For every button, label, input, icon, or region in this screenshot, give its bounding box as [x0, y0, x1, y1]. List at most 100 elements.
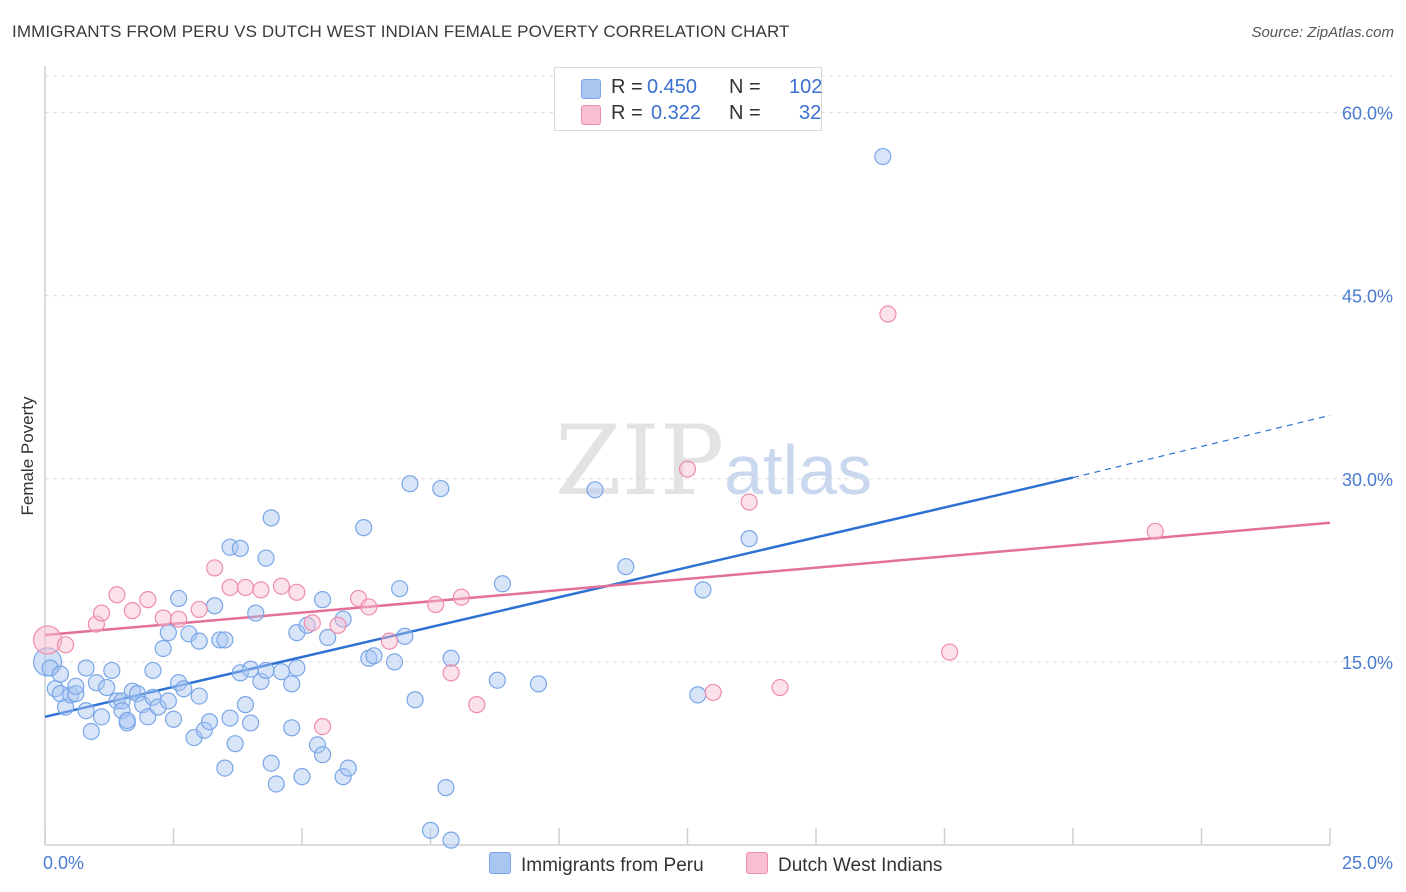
dutch-point: [442, 664, 460, 682]
axes: [44, 66, 1331, 846]
peru-point: [87, 674, 106, 692]
y-tick-label: 45.0%: [1342, 287, 1393, 307]
watermark-atlas: atlas: [724, 431, 873, 509]
dutch-point: [313, 717, 332, 736]
dutch-point: [123, 602, 141, 620]
dutch-point: [190, 600, 208, 619]
peru-point: [401, 475, 419, 493]
peru-point: [190, 632, 208, 650]
correlation-legend: R = 0.450 N = 102 R = 0.322 N = 32: [554, 67, 822, 131]
tick-labels: 15.0% 30.0% 45.0% 60.0% 0.0% 25.0%: [43, 104, 1393, 873]
dutch-point: [771, 678, 789, 697]
peru-point: [98, 678, 116, 697]
peru-point: [216, 759, 234, 777]
legend-swatch-dutch: [581, 105, 601, 125]
peru-point: [190, 687, 208, 705]
bottom-legend-peru[interactable]: Immigrants from Peru: [489, 852, 704, 877]
legend-r-label: R =: [611, 102, 643, 124]
source-credit[interactable]: Source: ZipAtlas.com: [1251, 24, 1394, 41]
peru-point: [118, 711, 136, 730]
dutch-point: [221, 578, 239, 597]
bottom-legend-swatch-dutch: [746, 852, 768, 874]
dutch-point: [108, 586, 126, 604]
dutch-point: [740, 493, 758, 511]
trend-lines: [44, 414, 1331, 719]
peru-point: [355, 519, 373, 537]
legend-r-value-peru: 0.450: [647, 76, 698, 98]
peru-point: [164, 710, 183, 728]
y-tick-label: 15.0%: [1342, 653, 1393, 673]
peru-point: [108, 692, 126, 710]
dutch-point: [252, 581, 270, 599]
peru-point: [262, 509, 280, 527]
peru-point: [313, 746, 332, 764]
bottom-legend-dutch[interactable]: Dutch West Indians: [746, 852, 942, 877]
peru-point: [67, 685, 85, 703]
dutch-trend-line: [44, 521, 1331, 637]
dutch-point: [272, 577, 291, 595]
peru-point: [493, 575, 512, 593]
dutch-point: [452, 588, 470, 606]
peru-point: [319, 628, 337, 647]
dutch-point: [380, 632, 398, 650]
dutch-point: [329, 616, 347, 634]
dutch-point: [154, 609, 172, 627]
peru-point: [144, 661, 162, 680]
peru-point: [365, 647, 383, 665]
dutch-point: [303, 614, 321, 632]
peru-point: [170, 589, 188, 608]
peru-point: [252, 672, 270, 691]
peru-point: [77, 702, 95, 720]
peru-point: [221, 709, 239, 727]
peru-point: [216, 631, 234, 649]
peru-point: [432, 479, 450, 498]
peru-point: [257, 661, 275, 680]
bottom-legend-label-peru: Immigrants from Peru: [521, 855, 704, 876]
peru-point: [586, 481, 604, 499]
dutch-point: [678, 460, 697, 478]
peru-point: [874, 147, 892, 166]
dutch-point: [288, 583, 306, 601]
dutch-point: [139, 591, 157, 609]
peru-point: [406, 691, 424, 709]
peru-point: [740, 530, 758, 548]
dutch-point: [32, 625, 63, 655]
watermark: ZIPatlas: [555, 405, 872, 517]
watermark-zip: ZIP: [555, 405, 725, 517]
peru-point: [308, 736, 327, 754]
bottom-legend-label-dutch: Dutch West Indians: [778, 855, 943, 876]
peru-point: [396, 627, 414, 645]
peru-point: [437, 779, 455, 797]
peru-point: [51, 665, 70, 683]
peru-point: [391, 580, 409, 598]
peru-point: [689, 686, 707, 704]
bottom-legend-swatch-peru: [489, 852, 511, 874]
dutch-point: [206, 559, 224, 577]
peru-point: [694, 581, 712, 599]
x-tick-label-min: 0.0%: [43, 853, 84, 873]
peru-point: [313, 591, 332, 609]
y-tick-label: 60.0%: [1342, 104, 1393, 124]
grid-lines: [45, 75, 1392, 663]
peru-point: [211, 631, 229, 649]
peru-point: [175, 680, 193, 698]
peru-point: [82, 722, 100, 741]
legend-r-value-dutch: 0.322: [651, 102, 702, 124]
peru-point: [149, 698, 167, 716]
y-tick-label: 30.0%: [1342, 470, 1393, 490]
peru-point: [339, 759, 357, 777]
peru-trend-extension: [1072, 414, 1331, 479]
peru-point: [421, 821, 440, 839]
legend-r-label: R =: [611, 76, 643, 98]
dutch-point: [360, 598, 378, 616]
peru-point: [283, 719, 301, 737]
peru-point: [617, 558, 635, 576]
dutch-point: [170, 610, 188, 628]
peru-point: [195, 721, 213, 739]
peru-point: [334, 768, 352, 786]
data-points: [32, 147, 1164, 849]
dutch-point: [879, 305, 897, 323]
peru-point: [488, 671, 506, 689]
x-tick-label-max: 25.0%: [1342, 853, 1393, 873]
